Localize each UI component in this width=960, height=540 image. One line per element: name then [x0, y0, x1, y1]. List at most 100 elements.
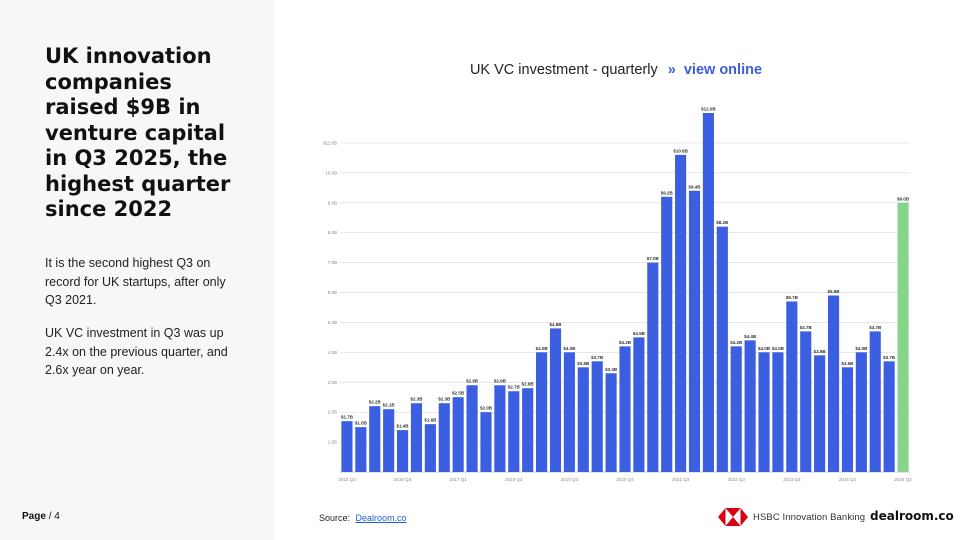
- data-label: $2.9B: [494, 379, 507, 384]
- hsbc-logo: HSBC Innovation Banking: [718, 508, 865, 526]
- data-label: $9.0B: [897, 196, 910, 201]
- y-tick-label: 10.0B: [325, 170, 337, 175]
- page-indicator: Page / 4: [22, 511, 60, 522]
- bar: [633, 337, 645, 472]
- view-online-link[interactable]: view online: [683, 62, 763, 78]
- page-label: Page: [22, 511, 46, 522]
- bar: [661, 196, 673, 472]
- x-tick-label: 2018 Q3: [505, 477, 523, 482]
- data-label: $1.6B: [424, 418, 437, 423]
- x-tick-label: 2017 Q1: [450, 477, 468, 482]
- bar: [369, 406, 381, 472]
- x-tick-label: 2024 Q3: [839, 477, 857, 482]
- bar: [591, 361, 603, 472]
- data-label: $2.1B: [383, 403, 396, 408]
- x-tick-label: 2022 Q3: [728, 477, 746, 482]
- x-tick-label: 2016 Q3: [394, 477, 412, 482]
- data-label: $1.4B: [397, 424, 410, 429]
- paragraph-1: It is the second highest Q3 on record fo…: [45, 256, 226, 307]
- dealroom-logo: dealroom.co: [870, 509, 954, 523]
- data-label: $12.0B: [701, 107, 716, 112]
- data-label: $3.9B: [814, 349, 827, 354]
- bar: [341, 421, 353, 472]
- page-number: / 4: [48, 511, 60, 522]
- bar: [883, 361, 895, 472]
- hsbc-hexagon-icon: [718, 508, 748, 526]
- bar: [577, 367, 589, 472]
- x-tick-label: 2023 Q3: [783, 477, 801, 482]
- data-label: $9.4B: [689, 184, 702, 189]
- chevron-right-icon: »: [667, 62, 676, 78]
- bar: [466, 385, 478, 472]
- data-label: $4.0B: [536, 346, 549, 351]
- bar: [675, 154, 687, 472]
- y-tick-label: 7.0B: [328, 260, 337, 265]
- bar: [841, 367, 853, 472]
- bar: [424, 424, 436, 472]
- y-tick-label: 2.0B: [328, 410, 337, 415]
- data-label: $4.0B: [855, 346, 868, 351]
- x-tick-label: 2025 Q3: [894, 477, 912, 482]
- data-label: $4.7B: [800, 325, 813, 330]
- bar: [702, 113, 714, 472]
- bar: [758, 352, 770, 472]
- data-label: $8.2B: [716, 220, 729, 225]
- bar: [536, 352, 548, 472]
- data-label: $3.5B: [577, 361, 590, 366]
- data-label: $4.7B: [869, 325, 882, 330]
- chart-title: UK VC investment - quarterly » view onli…: [300, 62, 932, 78]
- bar: [688, 190, 701, 472]
- data-label: $3.3B: [605, 367, 618, 372]
- bar: [814, 355, 826, 472]
- bar: [355, 427, 367, 472]
- headline: UK innovation companies raised $9B in ve…: [45, 44, 231, 221]
- data-label: $4.2B: [730, 340, 743, 345]
- x-tick-label: 2021 Q3: [672, 477, 690, 482]
- source-link[interactable]: Dealroom.co: [355, 513, 407, 523]
- bar: [410, 403, 423, 472]
- data-label: $4.8B: [549, 322, 562, 327]
- bar: [730, 346, 742, 472]
- data-label: $4.0B: [772, 346, 785, 351]
- data-label: $5.9B: [828, 289, 841, 294]
- bar: [619, 346, 631, 472]
- y-tick-label: 5.0B: [328, 320, 337, 325]
- bar: [786, 301, 798, 472]
- bar: [549, 328, 562, 472]
- x-tick-label: 2015 Q3: [338, 477, 356, 482]
- data-label: $3.7B: [591, 355, 604, 360]
- y-tick-label: 4.0B: [328, 350, 337, 355]
- bar: [397, 430, 409, 472]
- data-label: $9.2B: [661, 190, 674, 195]
- data-label: $2.5B: [452, 391, 465, 396]
- data-label: $2.0B: [480, 406, 493, 411]
- y-tick-label: 6.0B: [328, 290, 337, 295]
- data-label: $3.5B: [841, 361, 854, 366]
- vc-investment-chart: 1.0B 2.0B 3.0B 4.0B 5.0B 6.0B 7.0B 8.0B 9.0B 10.0…: [323, 107, 912, 483]
- data-label: $2.3B: [410, 397, 423, 402]
- bar: [563, 352, 575, 472]
- y-tick-label: 8.0B: [328, 230, 337, 235]
- bar: [480, 412, 492, 472]
- bar: [438, 403, 450, 472]
- data-label: $10.6B: [673, 148, 688, 153]
- x-tick-label: 2020 Q4: [616, 477, 634, 482]
- data-label: $1.7B: [341, 415, 354, 420]
- bar: [772, 352, 784, 472]
- bar: [716, 226, 728, 472]
- data-label: $4.0B: [758, 346, 771, 351]
- bar: [494, 385, 506, 472]
- bar: [647, 262, 659, 472]
- bar: [744, 340, 756, 472]
- data-label: $4.4B: [744, 334, 757, 339]
- bar: [869, 331, 881, 472]
- data-label: $2.2B: [369, 400, 382, 405]
- bar: [508, 391, 520, 472]
- chart-title-text: UK VC investment - quarterly: [469, 62, 658, 78]
- data-label: $7.0B: [647, 256, 660, 261]
- source-label: Source:: [319, 513, 351, 523]
- data-label: $1.5B: [355, 421, 368, 426]
- data-label: $5.7B: [786, 295, 799, 300]
- bar: [855, 352, 867, 472]
- hsbc-logo-text: HSBC Innovation Banking: [753, 511, 866, 523]
